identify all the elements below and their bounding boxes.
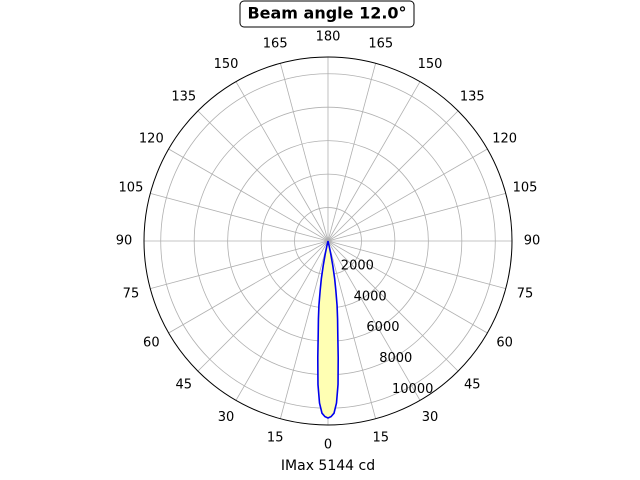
radial-tick-label: 10000 [392,382,433,397]
radial-tick-label: 4000 [354,289,387,304]
angle-grid-line [327,240,421,401]
angle-grid-line [279,240,329,419]
angle-tick-label: 45 [464,378,481,393]
angle-tick-label: 45 [175,378,192,393]
angle-tick-label: 90 [524,234,541,249]
angle-grid-line [168,148,329,242]
angle-grid-line [197,240,329,372]
angle-grid-line [327,81,421,242]
angle-tick-label: 135 [171,89,196,104]
angle-tick-label: 15 [267,431,284,446]
angle-grid-line [197,110,329,242]
radial-tick-label: 8000 [379,351,412,366]
angle-grid-line [327,192,506,242]
angle-tick-label: 150 [418,57,443,72]
angle-tick-label: 90 [116,234,133,249]
beam-line [316,240,340,419]
angle-grid-line [327,110,459,242]
angle-grid-line [150,240,329,290]
angle-tick-label: 165 [368,36,393,51]
angle-tick-label: 0 [324,438,332,453]
angle-tick-label: 105 [119,181,144,196]
angle-grid-line [327,240,506,290]
angle-grid-line [327,63,377,242]
angle-tick-label: 30 [422,410,439,425]
angle-grid-line [235,240,329,401]
angle-grid-line [279,63,329,242]
angle-grid-line [150,192,329,242]
angle-tick-label: 30 [218,410,235,425]
title-box [239,0,415,28]
beam-area [317,241,339,418]
angle-tick-label: 135 [460,89,485,104]
angle-grid-line [235,81,329,242]
chart-title: Beam angle 12.0° [247,4,406,23]
radial-tick-label: 2000 [341,258,374,273]
angle-tick-label: 15 [373,431,390,446]
angle-tick-label: 75 [123,286,140,301]
x-axis-label: IMax 5144 cd [281,458,375,474]
angle-grid-line [168,240,329,334]
angle-tick-label: 180 [316,30,341,45]
angle-grid-line [327,240,488,334]
angle-grid-line [327,240,377,419]
angle-tick-label: 60 [143,336,160,351]
angle-grid-line [327,240,459,372]
angle-tick-label: 120 [492,132,517,147]
angle-tick-label: 60 [496,336,513,351]
angle-tick-label: 105 [513,181,538,196]
radial-tick-label: 6000 [366,320,399,335]
angle-tick-label: 150 [214,57,239,72]
angle-tick-label: 165 [263,36,288,51]
angle-grid-line [327,148,488,242]
outer-frame [143,56,513,426]
angle-tick-label: 75 [517,286,534,301]
angle-tick-label: 120 [139,132,164,147]
